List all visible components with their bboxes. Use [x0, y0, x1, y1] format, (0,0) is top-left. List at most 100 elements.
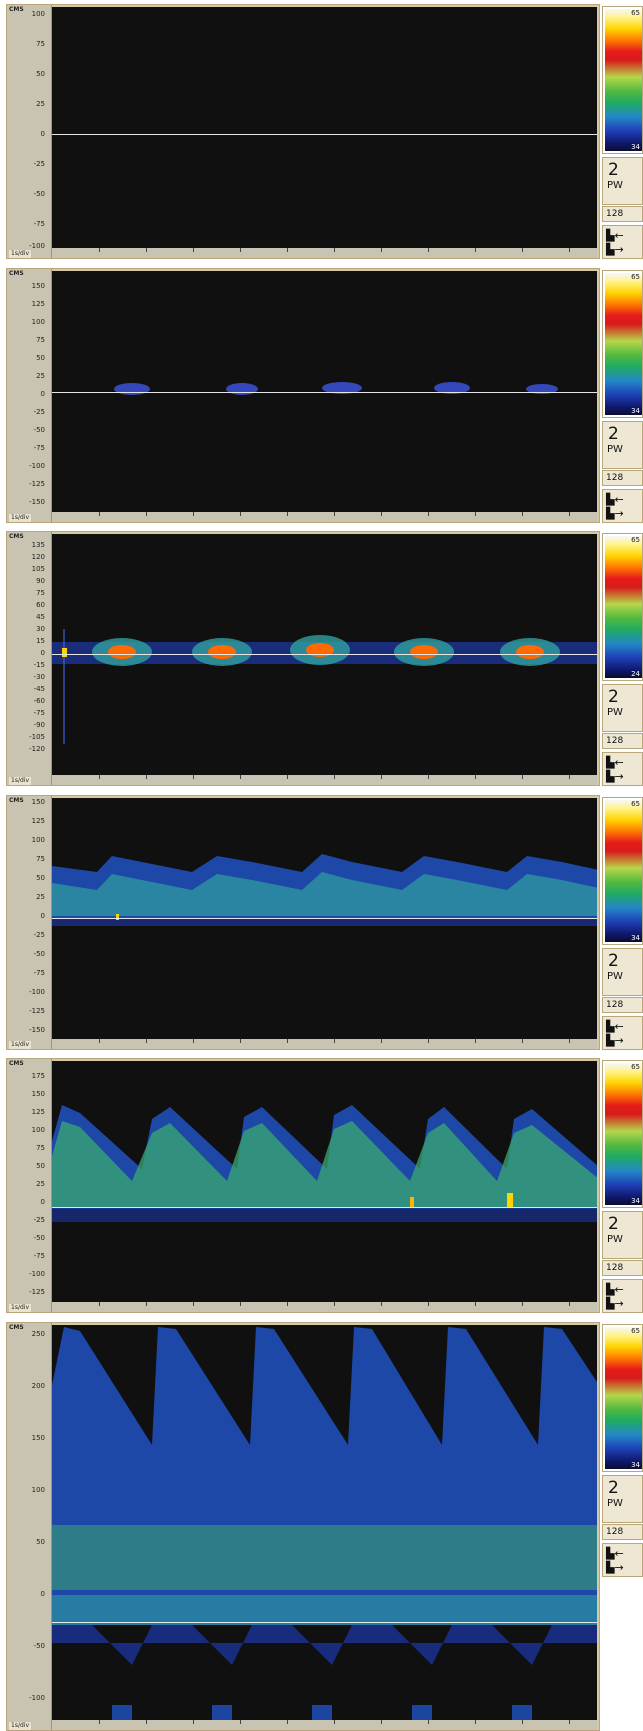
- tick-label: -125: [29, 1007, 45, 1015]
- arrow-left-icon[interactable]: ▙←: [606, 1020, 624, 1033]
- tick-label: 45: [36, 613, 45, 621]
- tick-label: 150: [31, 1090, 45, 1098]
- time-tick: [569, 512, 570, 516]
- arrow-right-icon[interactable]: ▙→: [606, 507, 624, 520]
- time-tick: [146, 1302, 147, 1306]
- time-tick: [193, 1302, 194, 1306]
- arrow-left-icon[interactable]: ▙←: [606, 229, 624, 242]
- sweep-speed-label: 1s/div: [9, 1304, 31, 1312]
- zero-baseline: [52, 1622, 597, 1623]
- time-tick: [428, 248, 429, 252]
- zero-baseline: [52, 392, 597, 393]
- arrow-right-icon[interactable]: ▙→: [606, 770, 624, 783]
- doppler-panel-4: CMS 150 125 100 75 50 25 0 -25 -50 -75 -…: [0, 795, 643, 1050]
- tick-label: 100: [31, 1486, 45, 1494]
- tick-label: -45: [33, 685, 45, 693]
- spectrogram-frame: CMS 150 125 100 75 50 25 0 -25 -50 -75 -…: [6, 268, 600, 523]
- tick-label: -50: [33, 190, 45, 198]
- time-tick: [522, 248, 523, 252]
- doppler-signal: [52, 1105, 597, 1222]
- fft-box[interactable]: 128: [602, 733, 643, 749]
- fft-box[interactable]: 128: [602, 1260, 643, 1276]
- tick-label: 75: [36, 589, 45, 597]
- tick-label: -50: [33, 950, 45, 958]
- arrow-left-icon[interactable]: ▙←: [606, 1283, 624, 1296]
- gate-box[interactable]: 2 PW: [602, 684, 643, 732]
- color-scale-max: 65: [631, 9, 640, 17]
- velocity-axis: CMS 175 150 125 100 75 50 25 0 -25 -50 -…: [7, 1059, 52, 1312]
- tick-label: -50: [33, 1234, 45, 1242]
- unit-label: CMS: [9, 797, 24, 804]
- color-scale-min: 34: [631, 1197, 640, 1205]
- tick-label: 50: [36, 1538, 45, 1546]
- color-scale-min: 34: [631, 1461, 640, 1469]
- tick-label: 0: [40, 912, 45, 920]
- gate-box[interactable]: 2 PW: [602, 1211, 643, 1259]
- time-tick: [287, 1720, 288, 1724]
- fft-size: 128: [606, 1263, 624, 1273]
- tick-label: -125: [29, 1288, 45, 1296]
- tick-label: 25: [36, 100, 45, 108]
- direction-box[interactable]: ▙← ▙→: [602, 1543, 643, 1577]
- unit-label: CMS: [9, 1324, 24, 1331]
- time-tick: [146, 248, 147, 252]
- tick-label: 100: [31, 836, 45, 844]
- arrow-left-icon[interactable]: ▙←: [606, 493, 624, 506]
- sweep-speed-label: 1s/div: [9, 514, 31, 522]
- color-gradient: [605, 1063, 642, 1205]
- gate-box[interactable]: 2 PW: [602, 948, 643, 996]
- time-tick: [146, 1720, 147, 1724]
- tick-label: 60: [36, 601, 45, 609]
- spectrogram-frame: CMS 100 75 50 25 0 -25 -50 -75 -100 1s/d…: [6, 4, 600, 259]
- tick-label: 105: [31, 565, 45, 573]
- time-tick: [193, 1039, 194, 1043]
- tick-label: 125: [31, 817, 45, 825]
- color-gradient: [605, 9, 642, 151]
- gate-box[interactable]: 2 PW: [602, 1475, 643, 1523]
- time-tick: [522, 512, 523, 516]
- direction-box[interactable]: ▙← ▙→: [602, 1016, 643, 1050]
- tick-label: -60: [33, 697, 45, 705]
- doppler-panel-1: CMS 100 75 50 25 0 -25 -50 -75 -100 1s/d…: [0, 4, 643, 259]
- tick-label: 100: [31, 10, 45, 18]
- time-tick: [99, 512, 100, 516]
- tick-label: -100: [29, 988, 45, 996]
- tick-label: 50: [36, 354, 45, 362]
- time-tick: [381, 1039, 382, 1043]
- arrow-right-icon[interactable]: ▙→: [606, 1297, 624, 1310]
- direction-box[interactable]: ▙← ▙→: [602, 1279, 643, 1313]
- arrow-left-icon[interactable]: ▙←: [606, 1547, 624, 1560]
- fft-box[interactable]: 128: [602, 470, 643, 486]
- mode-label: PW: [607, 1234, 623, 1245]
- time-tick: [334, 775, 335, 779]
- fft-box[interactable]: 128: [602, 1524, 643, 1540]
- tick-label: 0: [40, 1590, 45, 1598]
- tick-label: -30: [33, 673, 45, 681]
- doppler-panel-2: CMS 150 125 100 75 50 25 0 -25 -50 -75 -…: [0, 268, 643, 523]
- time-tick: [428, 1302, 429, 1306]
- tick-label: 15: [36, 637, 45, 645]
- arrow-right-icon[interactable]: ▙→: [606, 243, 624, 256]
- zero-baseline: [52, 654, 597, 655]
- direction-box[interactable]: ▙← ▙→: [602, 225, 643, 259]
- arrow-right-icon[interactable]: ▙→: [606, 1561, 624, 1574]
- doppler-signal: [52, 1327, 597, 1720]
- fft-box[interactable]: 128: [602, 997, 643, 1013]
- mode-label: PW: [607, 707, 623, 718]
- direction-box[interactable]: ▙← ▙→: [602, 752, 643, 786]
- gate-box[interactable]: 2 PW: [602, 421, 643, 469]
- gate-box[interactable]: 2 PW: [602, 157, 643, 205]
- tick-label: -25: [33, 1216, 45, 1224]
- tick-label: 75: [36, 40, 45, 48]
- fft-box[interactable]: 128: [602, 206, 643, 222]
- arrow-right-icon[interactable]: ▙→: [606, 1034, 624, 1047]
- time-tick: [381, 775, 382, 779]
- color-scale: 65 34: [602, 1060, 643, 1208]
- arrow-left-icon[interactable]: ▙←: [606, 756, 624, 769]
- time-tick: [569, 1302, 570, 1306]
- direction-box[interactable]: ▙← ▙→: [602, 489, 643, 523]
- spectral-display: [52, 534, 597, 775]
- tick-label: 175: [31, 1072, 45, 1080]
- mode-label: PW: [607, 180, 623, 191]
- time-tick: [99, 248, 100, 252]
